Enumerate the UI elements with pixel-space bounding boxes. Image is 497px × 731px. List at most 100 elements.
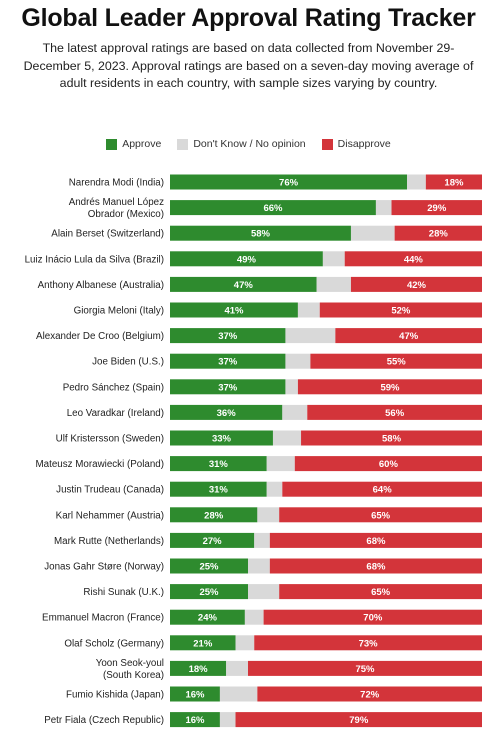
- bar-segment-dont-know: [297, 302, 320, 318]
- bar-segment-dont-know: [219, 686, 258, 702]
- row-label: Joe Biden (U.S.): [92, 357, 164, 368]
- row-label: Alain Berset (Switzerland): [51, 229, 164, 240]
- bar-row: Leo Varadkar (Ireland) 36% 56%: [67, 404, 482, 420]
- row-label: Yoon Seok-youl (South Korea): [96, 658, 164, 681]
- bar-segment-disapprove: [294, 456, 482, 472]
- bar-segment-approve: [170, 174, 408, 190]
- bar-row: Giorgia Meloni (Italy) 41% 52%: [74, 302, 482, 318]
- data-label-approve: 41%: [224, 306, 244, 317]
- data-label-disapprove: 56%: [385, 408, 405, 419]
- data-label-approve: 49%: [237, 254, 257, 265]
- bar-segment-approve: [170, 507, 258, 523]
- bar-segment-dont-know: [226, 660, 248, 676]
- bar-row: Fumio Kishida (Japan) 16% 72%: [66, 686, 482, 702]
- bar-segment-disapprove: [350, 276, 482, 292]
- data-label-approve: 37%: [218, 382, 238, 393]
- bar-segment-disapprove: [319, 302, 482, 318]
- bar-segment-approve: [170, 200, 376, 216]
- legend-item-approve: Approve: [106, 138, 161, 150]
- bar-segment-disapprove: [301, 430, 482, 446]
- bar-row: Yoon Seok-youl (South Korea) 18% 75%: [96, 658, 482, 681]
- stacked-bar-chart: Narendra Modi (India) 76% 18% Andrés Manuel…: [25, 174, 482, 728]
- row-label: Mark Rutte (Netherlands): [54, 536, 164, 547]
- bar-row: Narendra Modi (India) 76% 18%: [69, 174, 482, 190]
- bar-segment-disapprove: [344, 251, 482, 267]
- bar-segment-approve: [170, 532, 255, 548]
- bar-segment-dont-know: [235, 635, 255, 651]
- bar-row: Mateusz Morawiecki (Poland) 31% 60%: [36, 456, 482, 472]
- data-label-disapprove: 44%: [404, 254, 424, 265]
- row-label: Rishi Sunak (U.K.): [83, 587, 164, 598]
- data-label-approve: 58%: [251, 229, 271, 240]
- bar-segment-disapprove: [282, 481, 482, 497]
- bar-segment-disapprove: [263, 609, 482, 625]
- data-label-disapprove: 29%: [427, 203, 447, 214]
- bar-row: Alain Berset (Switzerland) 58% 28%: [51, 225, 482, 241]
- bar-row: Emmanuel Macron (France) 24% 70%: [42, 609, 482, 625]
- bar-segment-dont-know: [285, 353, 311, 369]
- bar-row: Joe Biden (U.S.) 37% 55%: [92, 353, 482, 369]
- data-label-approve: 33%: [212, 434, 232, 445]
- bar-row: Mark Rutte (Netherlands) 27% 68%: [54, 532, 482, 548]
- bar-segment-approve: [170, 635, 236, 651]
- data-label-disapprove: 65%: [371, 510, 391, 521]
- row-label: Mateusz Morawiecki (Poland): [36, 459, 165, 470]
- bar-row: Anthony Albanese (Australia) 47% 42%: [38, 276, 482, 292]
- legend-swatch-approve: [106, 138, 118, 150]
- bar-row: Rishi Sunak (U.K.) 25% 65%: [83, 584, 482, 600]
- bar-segment-dont-know: [285, 379, 298, 395]
- legend-label-approve: Approve: [122, 138, 162, 150]
- data-label-approve: 24%: [198, 613, 218, 624]
- bar-row: Pedro Sánchez (Spain) 37% 59%: [63, 379, 482, 395]
- row-label: Jonas Gahr Støre (Norway): [44, 562, 164, 573]
- data-label-approve: 36%: [217, 408, 237, 419]
- bar-segment-dont-know: [350, 225, 395, 241]
- legend-swatch-dont-know: [177, 138, 189, 150]
- bar-segment-approve: [170, 660, 227, 676]
- bar-segment-approve: [170, 276, 317, 292]
- row-label: Olaf Scholz (Germany): [64, 638, 164, 649]
- data-label-disapprove: 75%: [355, 664, 375, 675]
- row-label: Justin Trudeau (Canada): [56, 485, 164, 496]
- bar-segment-dont-know: [244, 609, 264, 625]
- data-label-approve: 25%: [199, 562, 219, 573]
- data-label-disapprove: 65%: [371, 587, 391, 598]
- row-label: Luiz Inácio Lula da Silva (Brazil): [25, 254, 164, 265]
- data-label-disapprove: 28%: [429, 229, 449, 240]
- data-label-disapprove: 64%: [373, 485, 393, 496]
- bar-row: Petr Fiala (Czech Republic) 16% 79%: [44, 712, 482, 728]
- legend-label-dont-know: Don't Know / No opinion: [193, 138, 306, 150]
- bar-segment-disapprove: [235, 712, 482, 728]
- data-label-disapprove: 68%: [366, 536, 386, 547]
- bar-segment-disapprove: [310, 353, 482, 369]
- legend-label-disapprove: Disapprove: [337, 138, 391, 150]
- bar-segment-approve: [170, 712, 220, 728]
- bar-row: Ulf Kristersson (Sweden) 33% 58%: [56, 430, 482, 446]
- row-label: Leo Varadkar (Ireland): [67, 408, 164, 419]
- data-label-disapprove: 68%: [366, 562, 386, 573]
- bar-segment-disapprove: [269, 532, 482, 548]
- data-label-disapprove: 58%: [382, 434, 402, 445]
- row-label: Karl Nehammer (Austria): [56, 510, 164, 521]
- bar-segment-disapprove: [307, 404, 482, 420]
- bar-segment-approve: [170, 225, 351, 241]
- data-label-disapprove: 59%: [380, 382, 400, 393]
- bar-segment-dont-know: [219, 712, 236, 728]
- row-label: Alexander De Croo (Belgium): [36, 331, 164, 342]
- bar-segment-dont-know: [266, 481, 283, 497]
- bar-segment-approve: [170, 302, 298, 318]
- bar-segment-dont-know: [407, 174, 426, 190]
- bar-segment-approve: [170, 328, 286, 344]
- bar-segment-disapprove: [425, 174, 482, 190]
- data-label-disapprove: 70%: [363, 613, 383, 624]
- bar-segment-dont-know: [285, 328, 336, 344]
- data-label-disapprove: 18%: [444, 178, 464, 189]
- bar-segment-approve: [170, 430, 273, 446]
- row-label: Fumio Kishida (Japan): [66, 690, 164, 701]
- bar-segment-approve: [170, 686, 220, 702]
- bar-segment-disapprove: [279, 584, 482, 600]
- bar-row: Andrés Manuel López Obrador (Mexico) 66% 29…: [69, 197, 482, 220]
- bar-segment-disapprove: [335, 328, 482, 344]
- row-label: Narendra Modi (India): [69, 178, 164, 189]
- bar-segment-disapprove: [297, 379, 482, 395]
